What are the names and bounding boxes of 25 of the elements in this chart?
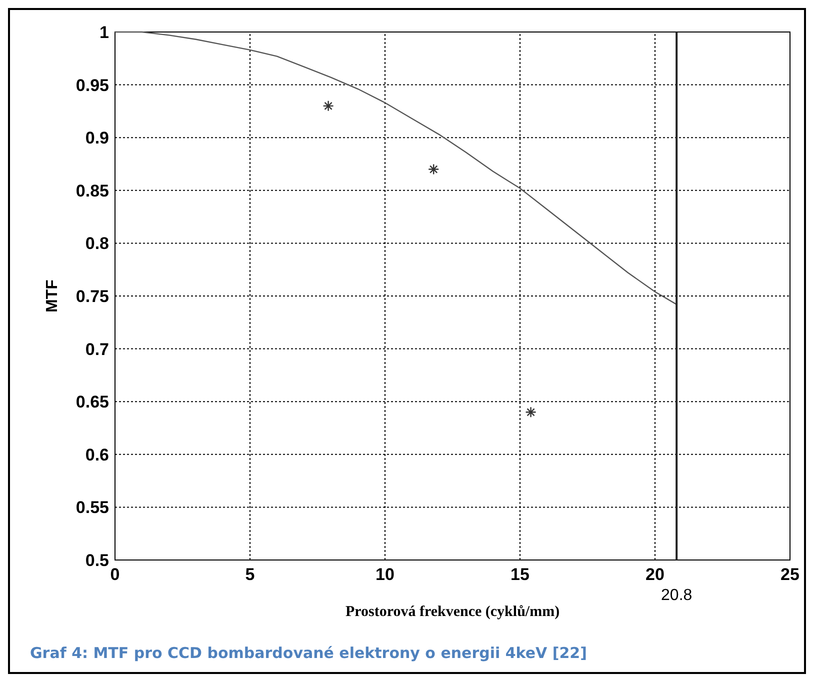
x-axis-title: Prostorová frekvence (cyklů/mm) (345, 604, 560, 620)
x-tick-label: 10 (376, 565, 394, 584)
point (525, 406, 536, 418)
y-tick-label: 0.85 (76, 181, 109, 200)
y-tick-label: 0.9 (85, 128, 109, 148)
ref-line-label: 20.8 (661, 587, 692, 604)
point (322, 100, 334, 112)
x-tick-label: 15 (510, 565, 530, 584)
y-tick-label: 0.55 (76, 498, 109, 518)
y-tick-label: 0.75 (76, 286, 109, 306)
y-tick-label: 0.5 (85, 550, 109, 570)
x-tick-label: 0 (110, 565, 120, 584)
x-tick-label: 5 (245, 565, 255, 584)
x-tick-label: 20 (646, 565, 664, 584)
point (428, 164, 440, 175)
y-tick-label: 0.95 (76, 76, 109, 95)
y-tick-label: 0.6 (85, 445, 109, 464)
x-tick-label: 25 (780, 565, 800, 584)
y-tick-label: 0.8 (85, 234, 109, 254)
text: Graf 4: MTF pro CCD bombardované elektrony o energii 4keV [22] (30, 644, 587, 662)
y-tick-label: 1 (100, 22, 109, 42)
y-tick-label: 0.65 (76, 392, 109, 412)
y-tick-label: 0.7 (85, 340, 109, 359)
y-axis-title: MTF (44, 279, 61, 312)
line-series (114, 31, 678, 306)
